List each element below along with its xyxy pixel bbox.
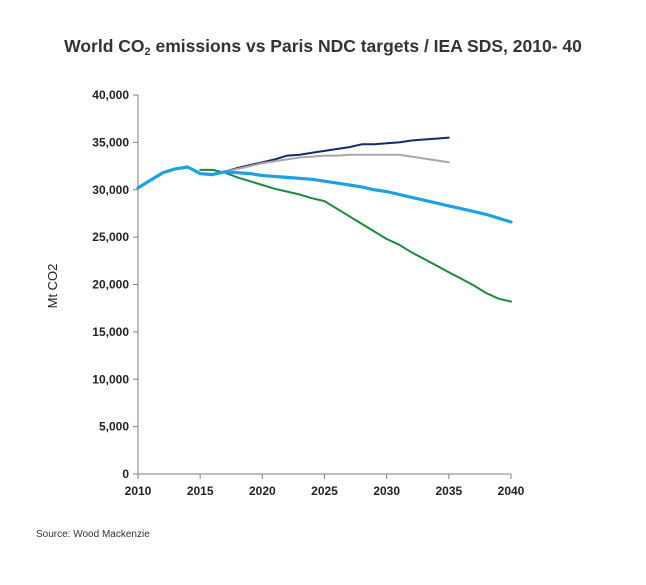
series-line-3 <box>199 168 512 303</box>
y-tick-label: 0 <box>122 467 129 481</box>
chart-title-rest: emissions vs Paris NDC targets / IEA SDS… <box>150 36 582 56</box>
chart-title: World CO2 emissions vs Paris NDC targets… <box>0 36 646 58</box>
x-tick-label: 2040 <box>498 484 525 498</box>
series-line-2 <box>224 153 450 173</box>
source-note: Source: Wood Mackenzie <box>36 529 150 540</box>
y-tick-label: 35,000 <box>92 135 129 149</box>
y-tick-label: 25,000 <box>92 230 129 244</box>
x-tick-label: 2025 <box>311 484 338 498</box>
y-tick-label: 20,000 <box>92 278 129 292</box>
chart-title-main: World CO <box>64 36 145 56</box>
y-tick-label: 10,000 <box>92 372 129 386</box>
chart-title-subscript: 2 <box>144 46 151 58</box>
chart-axes: 0 5,000 10,000 15,000 20,000 25,000 30,000 35,0… <box>92 88 524 498</box>
y-tick-label: 15,000 <box>92 325 129 339</box>
series-line-4 <box>136 165 513 224</box>
x-tick-label: 2020 <box>249 484 276 498</box>
x-tick-label: 2035 <box>435 484 462 498</box>
x-tick-label: 2010 <box>125 484 152 498</box>
y-tick-label: 40,000 <box>92 88 129 102</box>
x-tick-label: 2030 <box>373 484 400 498</box>
x-tick-label: 2015 <box>187 484 214 498</box>
y-tick-label: 5,000 <box>99 420 129 434</box>
chart-series <box>136 136 513 303</box>
y-tick-label: 30,000 <box>92 183 129 197</box>
y-axis-title: Mt CO2 <box>45 264 60 309</box>
